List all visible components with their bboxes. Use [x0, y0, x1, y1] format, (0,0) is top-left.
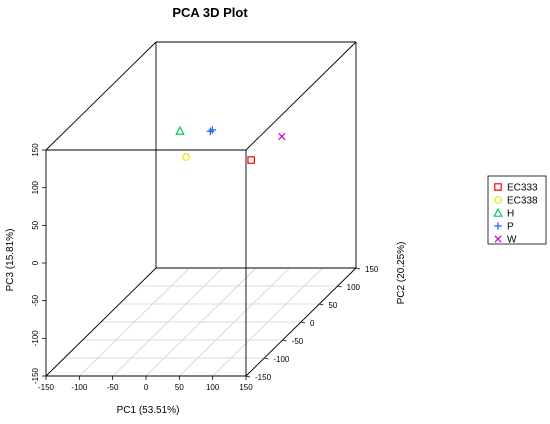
x-tick-label: -50 [107, 383, 119, 392]
y-tick-label: 150 [365, 265, 379, 274]
y-tick-label: 100 [347, 283, 361, 292]
z-axis-ticks: -150 -100 -50 0 50 100 150 [31, 143, 46, 384]
y-tick-label: -150 [255, 373, 272, 382]
point-h [175, 125, 185, 135]
y-tick-mark [264, 357, 269, 360]
legend-label-h: H [507, 209, 514, 220]
point-p [206, 127, 215, 136]
y-tick-mark [355, 267, 361, 270]
y-tick-label: 0 [310, 319, 315, 328]
legend-label-ec338: EC338 [507, 196, 538, 207]
z-tick-label: 0 [31, 260, 40, 265]
z-axis-label: PC3 (15.81%) [5, 229, 16, 292]
y-tick-label: -50 [292, 337, 304, 346]
point-w [278, 132, 286, 141]
legend-marker-ec338 [494, 196, 502, 204]
z-tick-label: -150 [31, 367, 40, 384]
x-axis-label: PC1 (53.51%) [117, 405, 180, 416]
box-edge [245, 41, 357, 151]
y-tick-mark [282, 339, 287, 342]
data-points [175, 125, 286, 164]
legend: EC333 EC338 HPW [487, 175, 547, 246]
point-ec338 [182, 153, 190, 161]
y-tick-mark [245, 375, 251, 378]
x-tick-label: -150 [38, 383, 55, 392]
y-tick-mark [300, 321, 306, 324]
legend-label-ec333: EC333 [507, 183, 538, 194]
legend-marker-h [493, 207, 503, 217]
legend-label-w: W [507, 235, 517, 246]
y-tick-label: -100 [273, 355, 290, 364]
x-tick-label: 150 [239, 383, 253, 392]
y-tick-label: 50 [328, 301, 337, 310]
x-tick-label: 0 [144, 383, 149, 392]
legend-marker-ec333 [494, 183, 502, 191]
legend-marker-p [494, 222, 502, 230]
point-ec333 [247, 156, 255, 164]
z-tick-label: -50 [31, 294, 40, 306]
legend-label-p: P [507, 222, 514, 233]
x-axis-ticks: -150 -100 -50 0 50 100 150 [38, 376, 253, 392]
z-tick-label: 50 [31, 220, 40, 229]
z-tick-label: -100 [31, 330, 40, 347]
y-tick-mark [319, 303, 324, 306]
x-tick-label: -100 [71, 383, 88, 392]
y-tick-mark [337, 285, 342, 288]
y-axis-label: PC2 (20.25%) [396, 242, 407, 305]
x-tick-label: 100 [206, 383, 220, 392]
chart-title: PCA 3D Plot [172, 5, 248, 20]
z-tick-label: 150 [31, 143, 40, 157]
legend-marker-w [494, 235, 502, 243]
box-edge [45, 41, 157, 151]
y-axis-ticks: -150-100-50 0 50 100 150 [245, 265, 379, 382]
box-edge [45, 267, 157, 377]
z-tick-label: 100 [31, 180, 40, 194]
x-tick-label: 50 [175, 383, 184, 392]
point-p [208, 126, 217, 134]
